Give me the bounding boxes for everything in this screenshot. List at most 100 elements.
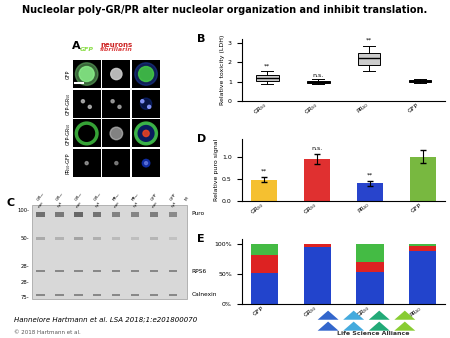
Text: B: B <box>197 34 205 44</box>
Bar <box>132 149 160 177</box>
Bar <box>251 244 278 255</box>
Bar <box>36 212 45 217</box>
Text: GFP: GFP <box>66 69 71 79</box>
Text: nuc: nuc <box>37 200 45 208</box>
Text: GFP: GFP <box>150 193 159 202</box>
Circle shape <box>142 160 150 167</box>
Circle shape <box>110 127 122 140</box>
Text: **: ** <box>366 38 372 43</box>
Bar <box>36 270 45 272</box>
Circle shape <box>135 123 157 144</box>
Text: GR₅₀: GR₅₀ <box>55 192 64 202</box>
Bar <box>130 212 140 217</box>
Bar <box>357 183 383 201</box>
Text: E: E <box>197 234 204 244</box>
Bar <box>72 149 101 177</box>
Bar <box>102 149 130 177</box>
Text: Hannelore Hartmann et al. LSA 2018;1:e201800070: Hannelore Hartmann et al. LSA 2018;1:e20… <box>14 317 197 323</box>
Text: M: M <box>184 197 190 202</box>
Bar <box>410 157 436 201</box>
Text: 28-: 28- <box>21 264 30 269</box>
Text: **: ** <box>261 169 267 173</box>
Text: n.s.: n.s. <box>312 73 324 78</box>
Text: A: A <box>72 41 81 51</box>
Circle shape <box>79 67 94 81</box>
Bar <box>303 244 331 247</box>
Text: PR₅₀: PR₅₀ <box>131 192 140 202</box>
Bar <box>130 237 140 240</box>
Bar <box>409 244 436 246</box>
Text: Puro: Puro <box>192 211 205 216</box>
Circle shape <box>88 105 91 108</box>
Bar <box>132 119 160 147</box>
Bar <box>93 212 102 217</box>
Text: nuc: nuc <box>75 200 83 208</box>
Bar <box>55 270 63 272</box>
Text: nuc: nuc <box>151 200 158 208</box>
Circle shape <box>135 63 158 85</box>
Bar <box>112 237 121 240</box>
PathPatch shape <box>256 75 279 81</box>
Polygon shape <box>343 311 364 320</box>
Bar <box>72 60 101 88</box>
Bar <box>55 237 63 240</box>
Text: 28-: 28- <box>21 281 30 285</box>
Bar <box>102 119 130 147</box>
Text: neurons: neurons <box>100 42 132 48</box>
Text: GFP-GR₅₀: GFP-GR₅₀ <box>66 122 71 145</box>
Bar <box>74 212 82 217</box>
Bar <box>356 262 383 272</box>
PathPatch shape <box>409 80 432 81</box>
Bar <box>55 212 63 217</box>
Bar <box>74 294 82 296</box>
Bar <box>93 270 102 272</box>
Bar <box>168 212 177 217</box>
Bar <box>149 294 158 296</box>
Text: **: ** <box>264 64 270 69</box>
Bar <box>132 90 160 118</box>
Text: cyt: cyt <box>132 201 139 208</box>
Bar <box>32 205 187 299</box>
Circle shape <box>139 67 153 81</box>
Polygon shape <box>369 311 390 320</box>
Text: GFP: GFP <box>80 47 94 52</box>
Bar <box>251 255 278 273</box>
Bar <box>102 60 130 88</box>
Text: GFP: GFP <box>170 193 178 202</box>
Text: cyt: cyt <box>57 201 63 208</box>
Bar <box>356 272 383 304</box>
Bar <box>72 119 101 147</box>
Text: D: D <box>197 134 206 144</box>
Bar <box>93 237 102 240</box>
Text: **: ** <box>367 173 373 178</box>
Circle shape <box>141 100 144 103</box>
Bar <box>409 251 436 304</box>
Text: fibrillarin: fibrillarin <box>100 47 133 52</box>
Bar <box>132 60 160 88</box>
Text: C: C <box>7 198 15 208</box>
Polygon shape <box>394 311 415 320</box>
Polygon shape <box>394 321 415 331</box>
Text: RPS6: RPS6 <box>192 269 207 274</box>
Circle shape <box>148 105 151 108</box>
Bar <box>36 294 45 296</box>
Circle shape <box>144 162 148 165</box>
Bar <box>112 270 121 272</box>
Circle shape <box>115 162 118 165</box>
Text: GFP-GR₅₀: GFP-GR₅₀ <box>66 93 71 115</box>
Bar <box>149 270 158 272</box>
Y-axis label: Relative puro signal: Relative puro signal <box>214 139 219 201</box>
Bar <box>112 212 121 217</box>
Text: PR₅₀-GFP: PR₅₀-GFP <box>66 152 71 174</box>
Bar <box>251 273 278 304</box>
Text: cyt: cyt <box>170 201 177 208</box>
Bar <box>93 294 102 296</box>
Text: PR₅₀: PR₅₀ <box>112 192 121 202</box>
Polygon shape <box>318 311 338 320</box>
Text: 75-: 75- <box>21 295 30 300</box>
Text: cyt: cyt <box>94 201 101 208</box>
Circle shape <box>111 68 122 80</box>
Bar <box>168 294 177 296</box>
Polygon shape <box>318 321 338 331</box>
Bar <box>102 90 130 118</box>
